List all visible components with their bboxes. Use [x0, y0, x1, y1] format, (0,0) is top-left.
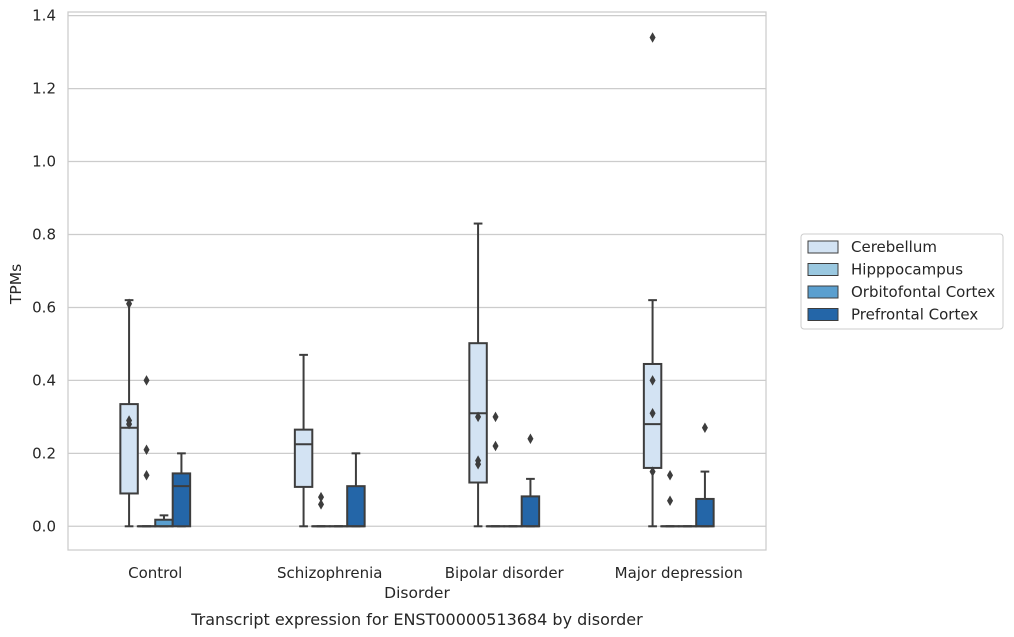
outlier-point [126, 298, 133, 310]
outlier-point [143, 375, 150, 386]
outlier-point [318, 499, 325, 510]
legend-label: Cerebellum [851, 238, 937, 256]
outlier-point [667, 469, 674, 481]
y-tick-label: 1.2 [32, 80, 56, 98]
outlier-point [143, 469, 150, 481]
outlier-point [492, 440, 499, 452]
outlier-point [701, 422, 708, 434]
legend-frame [800, 233, 1004, 330]
box-iqr [520, 495, 541, 528]
outlier-point [649, 407, 656, 419]
x-tick-label: Schizophrenia [277, 564, 382, 582]
outlier-point [649, 466, 656, 477]
outlier-point [649, 375, 656, 386]
x-tick-label: Major depression [615, 564, 743, 582]
outlier-point [527, 433, 534, 445]
box-1-0 [293, 353, 314, 528]
x-tick-labels: Control Schizophrenia Bipolar disorder Majo… [128, 564, 743, 582]
outlier-point [475, 459, 482, 470]
box-2-0 [468, 222, 488, 528]
y-tick-label: 0.2 [32, 444, 56, 462]
y-tick-label: 0.0 [32, 517, 56, 535]
box-0-2 [154, 514, 174, 528]
outlier-point [126, 418, 133, 430]
box-iqr [171, 472, 192, 528]
legend: Cerebellum Hipppocampus Orbitofontal Corte… [800, 233, 1004, 330]
legend-label: Prefrontal Cortex [851, 306, 978, 324]
y-tick-label: 1.0 [32, 153, 56, 171]
legend-swatch [807, 308, 839, 321]
y-tick-labels: 0.0 0.2 0.4 0.6 0.8 1.0 1.2 1.4 [32, 7, 56, 536]
legend-label: Hipppocampus [851, 261, 963, 279]
y-tick-label: 0.4 [32, 371, 56, 389]
y-tick-label: 0.8 [32, 225, 56, 243]
outlier-point [143, 444, 150, 455]
box-3-3 [695, 470, 715, 528]
legend-swatch [807, 240, 839, 254]
box-2-3 [520, 477, 541, 528]
box-0-3 [171, 452, 192, 528]
outlier-point [475, 411, 482, 423]
y-tick-label: 0.6 [32, 298, 56, 316]
outlier-point [667, 495, 674, 507]
box-0-0 [119, 299, 139, 528]
box-iqr [119, 403, 139, 495]
legend-swatch [807, 263, 839, 276]
box-iqr [293, 428, 314, 488]
y-axis-label: TPMs [7, 264, 25, 305]
box-iqr [695, 497, 715, 528]
box-1-3 [346, 452, 366, 528]
boxes [119, 222, 715, 528]
outlier-point [649, 32, 656, 43]
legend-label: Orbitofontal Cortex [851, 283, 995, 301]
outlier-point [318, 491, 325, 503]
chart-caption: Transcript expression for ENST0000051368… [190, 610, 643, 629]
x-tick-label: Control [128, 564, 182, 582]
outlier-points [126, 32, 708, 510]
y-tick-label: 1.4 [32, 7, 56, 25]
outlier-point [492, 411, 499, 423]
plot-frame [67, 11, 767, 551]
legend-swatch [807, 285, 839, 299]
x-axis-label: Disorder [384, 584, 450, 602]
box-iqr [346, 485, 366, 528]
x-tick-label: Bipolar disorder [445, 564, 565, 582]
